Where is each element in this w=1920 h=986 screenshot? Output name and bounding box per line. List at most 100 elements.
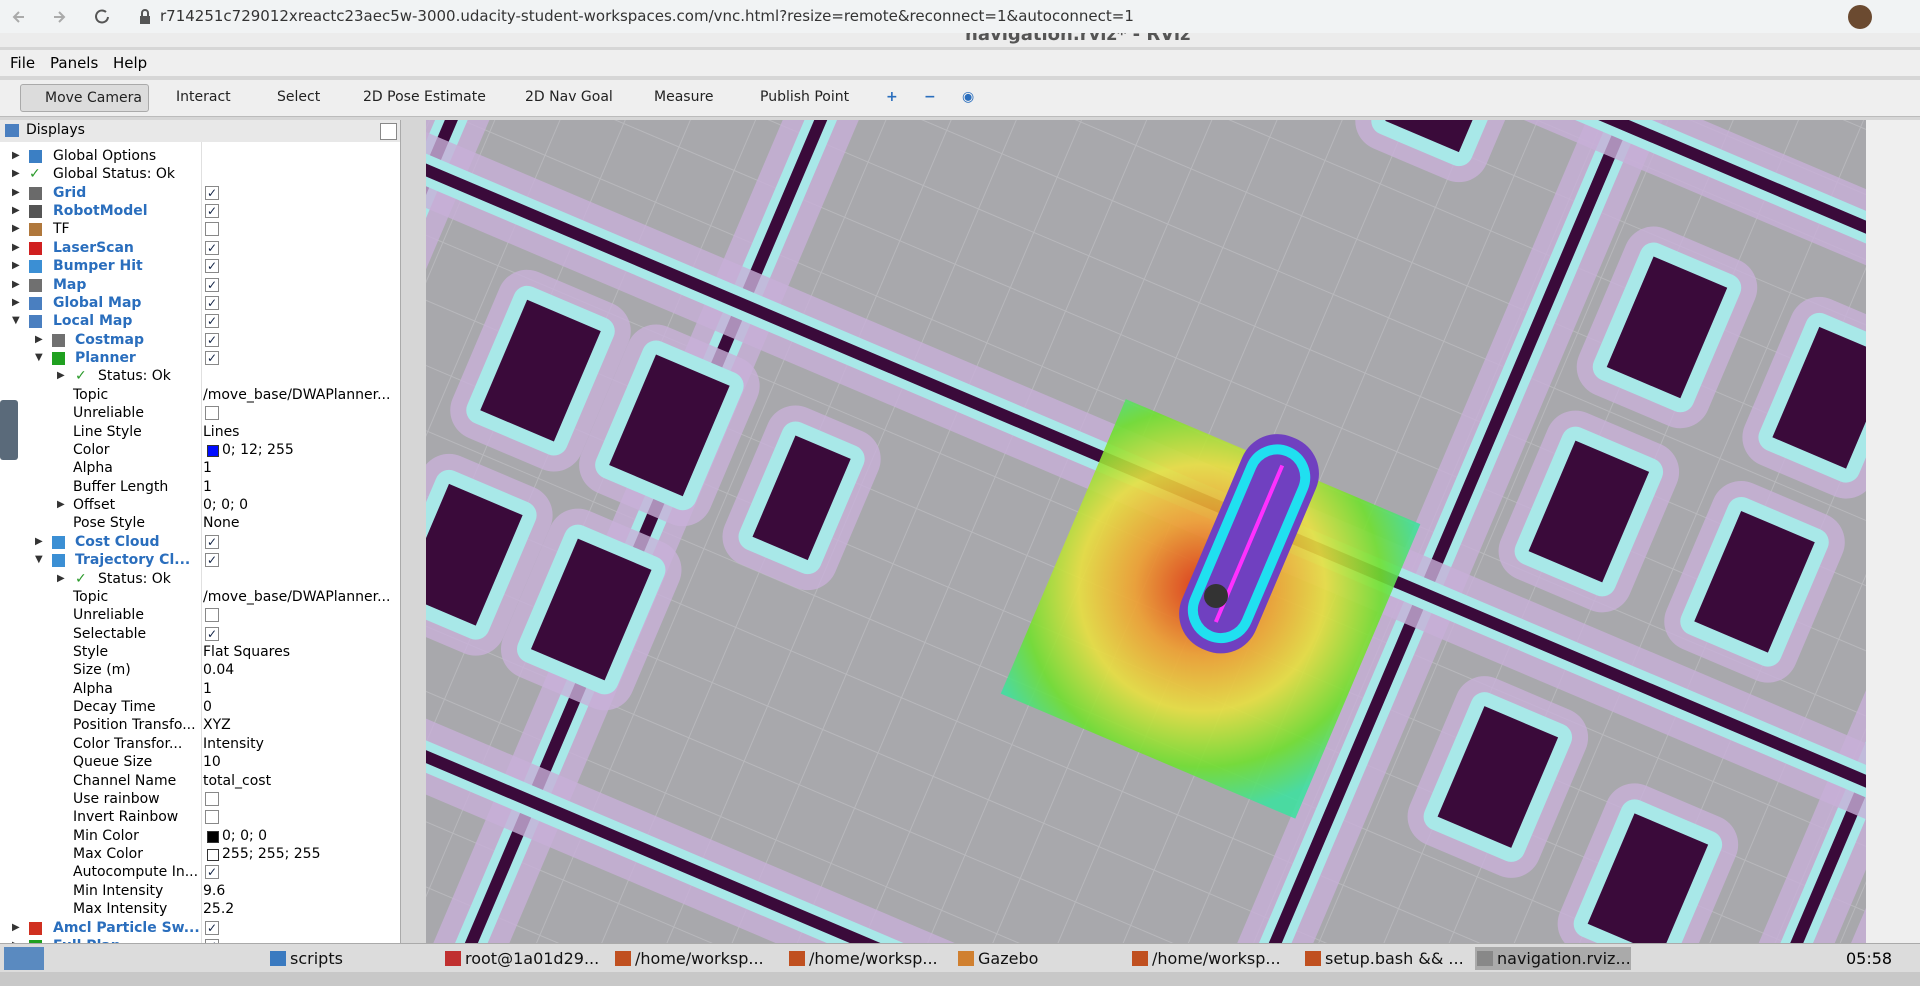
view-tool[interactable]: − <box>924 89 936 105</box>
tree-row[interactable]: Alpha 1 <box>0 459 400 477</box>
tree-row[interactable]: ▼ Trajectory Cl... ✓ <box>0 551 400 569</box>
tree-row[interactable]: Unreliable <box>0 606 400 624</box>
tree-row[interactable]: Autocompute In... ✓ <box>0 863 400 881</box>
tree-row[interactable]: ▶ Global Map ✓ <box>0 294 400 312</box>
expander[interactable]: ▶ <box>57 499 65 511</box>
tree-row[interactable]: Unreliable <box>0 404 400 422</box>
tree-row[interactable]: ▶ Offset 0; 0; 0 <box>0 496 400 514</box>
expander[interactable]: ▶ <box>12 168 20 180</box>
task-button[interactable]: /home/worksp... <box>787 947 938 970</box>
tree-row[interactable]: ▶ Amcl Particle Sw... ✓ <box>0 919 400 937</box>
checkbox[interactable]: ✓ <box>205 277 219 292</box>
expander[interactable]: ▶ <box>12 260 20 272</box>
checkbox[interactable]: ✓ <box>205 295 219 310</box>
expander[interactable]: ▼ <box>12 315 20 327</box>
tool-button[interactable]: Measure <box>654 89 714 105</box>
tree-row[interactable]: Invert Rainbow <box>0 808 400 826</box>
checkbox[interactable]: ✓ <box>205 332 219 347</box>
expander[interactable]: ▶ <box>12 937 20 943</box>
expander[interactable]: ▶ <box>57 370 65 382</box>
expander[interactable]: ▶ <box>12 186 20 198</box>
checkbox[interactable]: ✓ <box>205 314 219 329</box>
view-tool[interactable]: ◉ <box>962 89 975 105</box>
expander[interactable]: ▶ <box>12 278 20 290</box>
task-button[interactable]: /home/worksp... <box>1130 947 1281 970</box>
checkbox[interactable]: ✓ <box>205 259 219 274</box>
tree-row[interactable]: Min Color 0; 0; 0 <box>0 827 400 845</box>
tree-row[interactable]: ▶ Costmap ✓ <box>0 331 400 349</box>
checkbox[interactable] <box>205 406 219 421</box>
url[interactable]: r714251c729012xreactc23aec5w-3000.udacit… <box>160 7 1134 25</box>
tree-row[interactable]: ▶ ✓ Status: Ok <box>0 367 400 385</box>
checkbox[interactable] <box>205 222 219 237</box>
tree-row[interactable]: Position Transfo... XYZ <box>0 716 400 734</box>
tool-button[interactable]: Publish Point <box>760 89 850 105</box>
tree-row[interactable]: ▶ ✓ Global Status: Ok <box>0 165 400 183</box>
tree-row[interactable]: ▶ Map ✓ <box>0 276 400 294</box>
task-button[interactable]: Gazebo <box>956 947 1038 970</box>
tree-row[interactable]: ▶ TF <box>0 220 400 238</box>
view-tool[interactable]: + <box>886 89 898 105</box>
tree-row[interactable]: Topic/move_base/DWAPlanner... <box>0 588 400 606</box>
menu-item[interactable]: Panels <box>50 54 99 72</box>
tree-row[interactable]: ▶ Grid ✓ <box>0 184 400 202</box>
expander[interactable]: ▶ <box>12 150 20 161</box>
tree-row[interactable]: ▼ Local Map ✓ <box>0 312 400 330</box>
checkbox[interactable] <box>205 810 219 825</box>
task-button[interactable]: /home/worksp... <box>613 947 764 970</box>
expander[interactable]: ▶ <box>12 223 20 235</box>
expander[interactable]: ▼ <box>35 352 43 364</box>
checkbox[interactable]: ✓ <box>205 920 219 935</box>
expander[interactable]: ▶ <box>57 572 65 584</box>
tree-row[interactable]: Buffer Length 1 <box>0 478 400 496</box>
profile-avatar[interactable] <box>1848 5 1872 29</box>
task-button[interactable]: navigation.rviz... <box>1475 947 1631 970</box>
panel-close[interactable] <box>380 123 397 140</box>
menu-item[interactable]: File <box>10 54 36 72</box>
tree-row[interactable]: ▶ Bumper Hit ✓ <box>0 257 400 275</box>
checkbox[interactable]: ✓ <box>205 351 219 366</box>
expander[interactable]: ▶ <box>12 241 20 253</box>
checkbox[interactable]: ✓ <box>205 938 219 943</box>
checkbox[interactable]: ✓ <box>205 626 219 641</box>
tree-row[interactable]: ▶ Full Plan ✓ <box>0 937 400 943</box>
nav-buttons[interactable] <box>10 6 120 28</box>
tree-row[interactable]: ▼ Planner ✓ <box>0 349 400 367</box>
tool-button[interactable]: 2D Nav Goal <box>525 89 613 105</box>
tree-row[interactable]: ▶ Cost Cloud ✓ <box>0 533 400 551</box>
checkbox[interactable] <box>205 608 219 623</box>
checkbox[interactable]: ✓ <box>205 553 219 568</box>
tool-button[interactable]: Move Camera <box>20 84 149 112</box>
start-button[interactable] <box>4 947 44 970</box>
tree-row[interactable]: Alpha 1 <box>0 680 400 698</box>
expander[interactable]: ▶ <box>35 535 43 547</box>
tree-row[interactable]: Color Transfor... Intensity <box>0 735 400 753</box>
checkbox[interactable] <box>205 791 219 806</box>
map-viewport[interactable]: ◀ <box>426 120 1866 943</box>
tool-button[interactable]: Select <box>277 89 321 105</box>
expander[interactable]: ▶ <box>12 296 20 308</box>
tree-row[interactable]: Topic/move_base/DWAPlanner... <box>0 386 400 404</box>
expander[interactable]: ▼ <box>35 554 43 566</box>
checkbox[interactable]: ✓ <box>205 865 219 880</box>
tool-button[interactable]: 2D Pose Estimate <box>363 89 486 105</box>
menu-item[interactable]: Help <box>113 54 148 72</box>
tree-row[interactable]: ▶ LaserScan ✓ <box>0 239 400 257</box>
tree-row[interactable]: Decay Time 0 <box>0 698 400 716</box>
tree-row[interactable]: Size (m) 0.04 <box>0 661 400 679</box>
tree-row[interactable]: Min Intensity 9.6 <box>0 882 400 900</box>
task-button[interactable]: setup.bash && ... <box>1303 947 1464 970</box>
tree-row[interactable]: ▶ Global Options <box>0 147 400 165</box>
tree-row[interactable]: Channel Name total_cost <box>0 772 400 790</box>
checkbox[interactable]: ✓ <box>205 240 219 255</box>
tree-row[interactable]: Queue Size 10 <box>0 753 400 771</box>
tree-row[interactable]: Selectable ✓ <box>0 625 400 643</box>
tool-button[interactable]: Interact <box>176 89 231 105</box>
task-button[interactable]: scripts <box>268 947 343 970</box>
tree-row[interactable]: Max Intensity 25.2 <box>0 900 400 918</box>
tree-row[interactable]: Line Style Lines <box>0 423 400 441</box>
expander[interactable]: ▶ <box>12 921 20 933</box>
task-button[interactable]: root@1a01d29... <box>443 947 599 970</box>
tree-row[interactable]: Color 0; 12; 255 <box>0 441 400 459</box>
tree-row[interactable]: Pose Style None <box>0 514 400 532</box>
